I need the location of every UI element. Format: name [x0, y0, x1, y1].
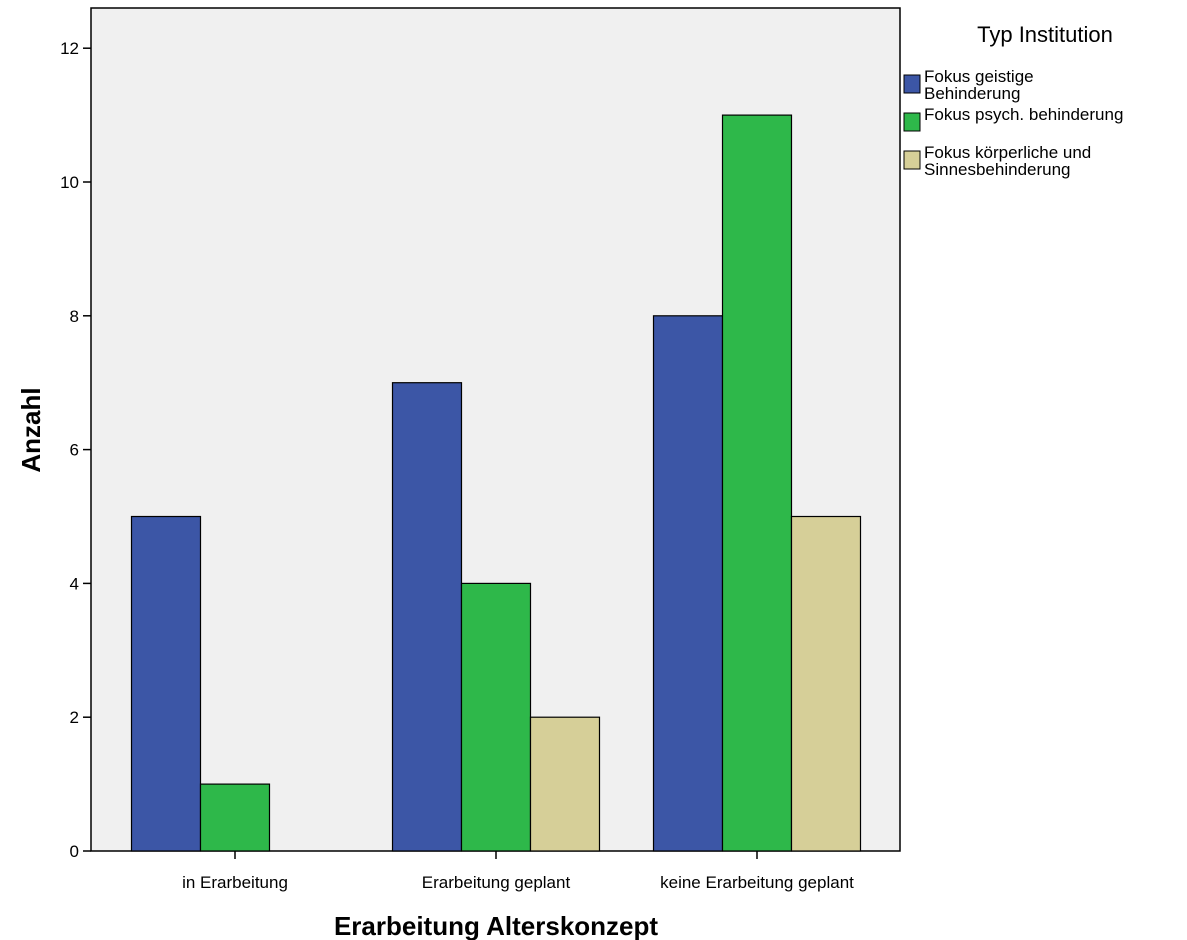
- y-tick-label: 0: [70, 842, 79, 861]
- bar-series-2-category-3: [721, 114, 793, 852]
- legend-swatch-3: [903, 150, 921, 170]
- bar-series-2-category-1: [199, 783, 271, 852]
- bar-series-3-category-2: [529, 716, 601, 852]
- y-tick-label: 12: [60, 39, 79, 58]
- bar-series-2-category-2: [460, 582, 532, 852]
- y-tick-label: 4: [70, 574, 79, 593]
- x-axis: in Erarbeitung Erarbeitung geplant keine E…: [182, 851, 854, 892]
- legend-label-1: Fokus geistige Behinderung: [924, 67, 1034, 103]
- legend-swatch-2: [903, 112, 921, 132]
- y-tick-label: 8: [70, 307, 79, 326]
- legend-swatch-1: [903, 74, 921, 94]
- bars-group: [130, 114, 862, 852]
- x-category-label: Erarbeitung geplant: [422, 873, 571, 892]
- y-axis-title: Anzahl: [16, 387, 46, 472]
- legend: Typ Institution Fokus geistige Behinderun…: [903, 22, 1123, 179]
- bar-series-1-category-3: [652, 315, 724, 852]
- y-axis: 0 2 4 6 8 10 12: [60, 39, 91, 861]
- legend-title: Typ Institution: [977, 22, 1113, 47]
- legend-label-3: Fokus körperliche und Sinnesbehinderung: [924, 143, 1091, 179]
- legend-label-2: Fokus psych. behinderung: [924, 105, 1123, 124]
- x-category-label: keine Erarbeitung geplant: [660, 873, 854, 892]
- y-tick-label: 6: [70, 441, 79, 460]
- y-tick-label: 2: [70, 708, 79, 727]
- bar-series-1-category-1: [130, 515, 202, 852]
- x-axis-title: Erarbeitung Alterskonzept: [334, 911, 658, 940]
- x-category-label: in Erarbeitung: [182, 873, 288, 892]
- y-tick-label: 10: [60, 173, 79, 192]
- bar-series-1-category-2: [391, 382, 463, 852]
- bar-series-3-category-3: [790, 515, 862, 852]
